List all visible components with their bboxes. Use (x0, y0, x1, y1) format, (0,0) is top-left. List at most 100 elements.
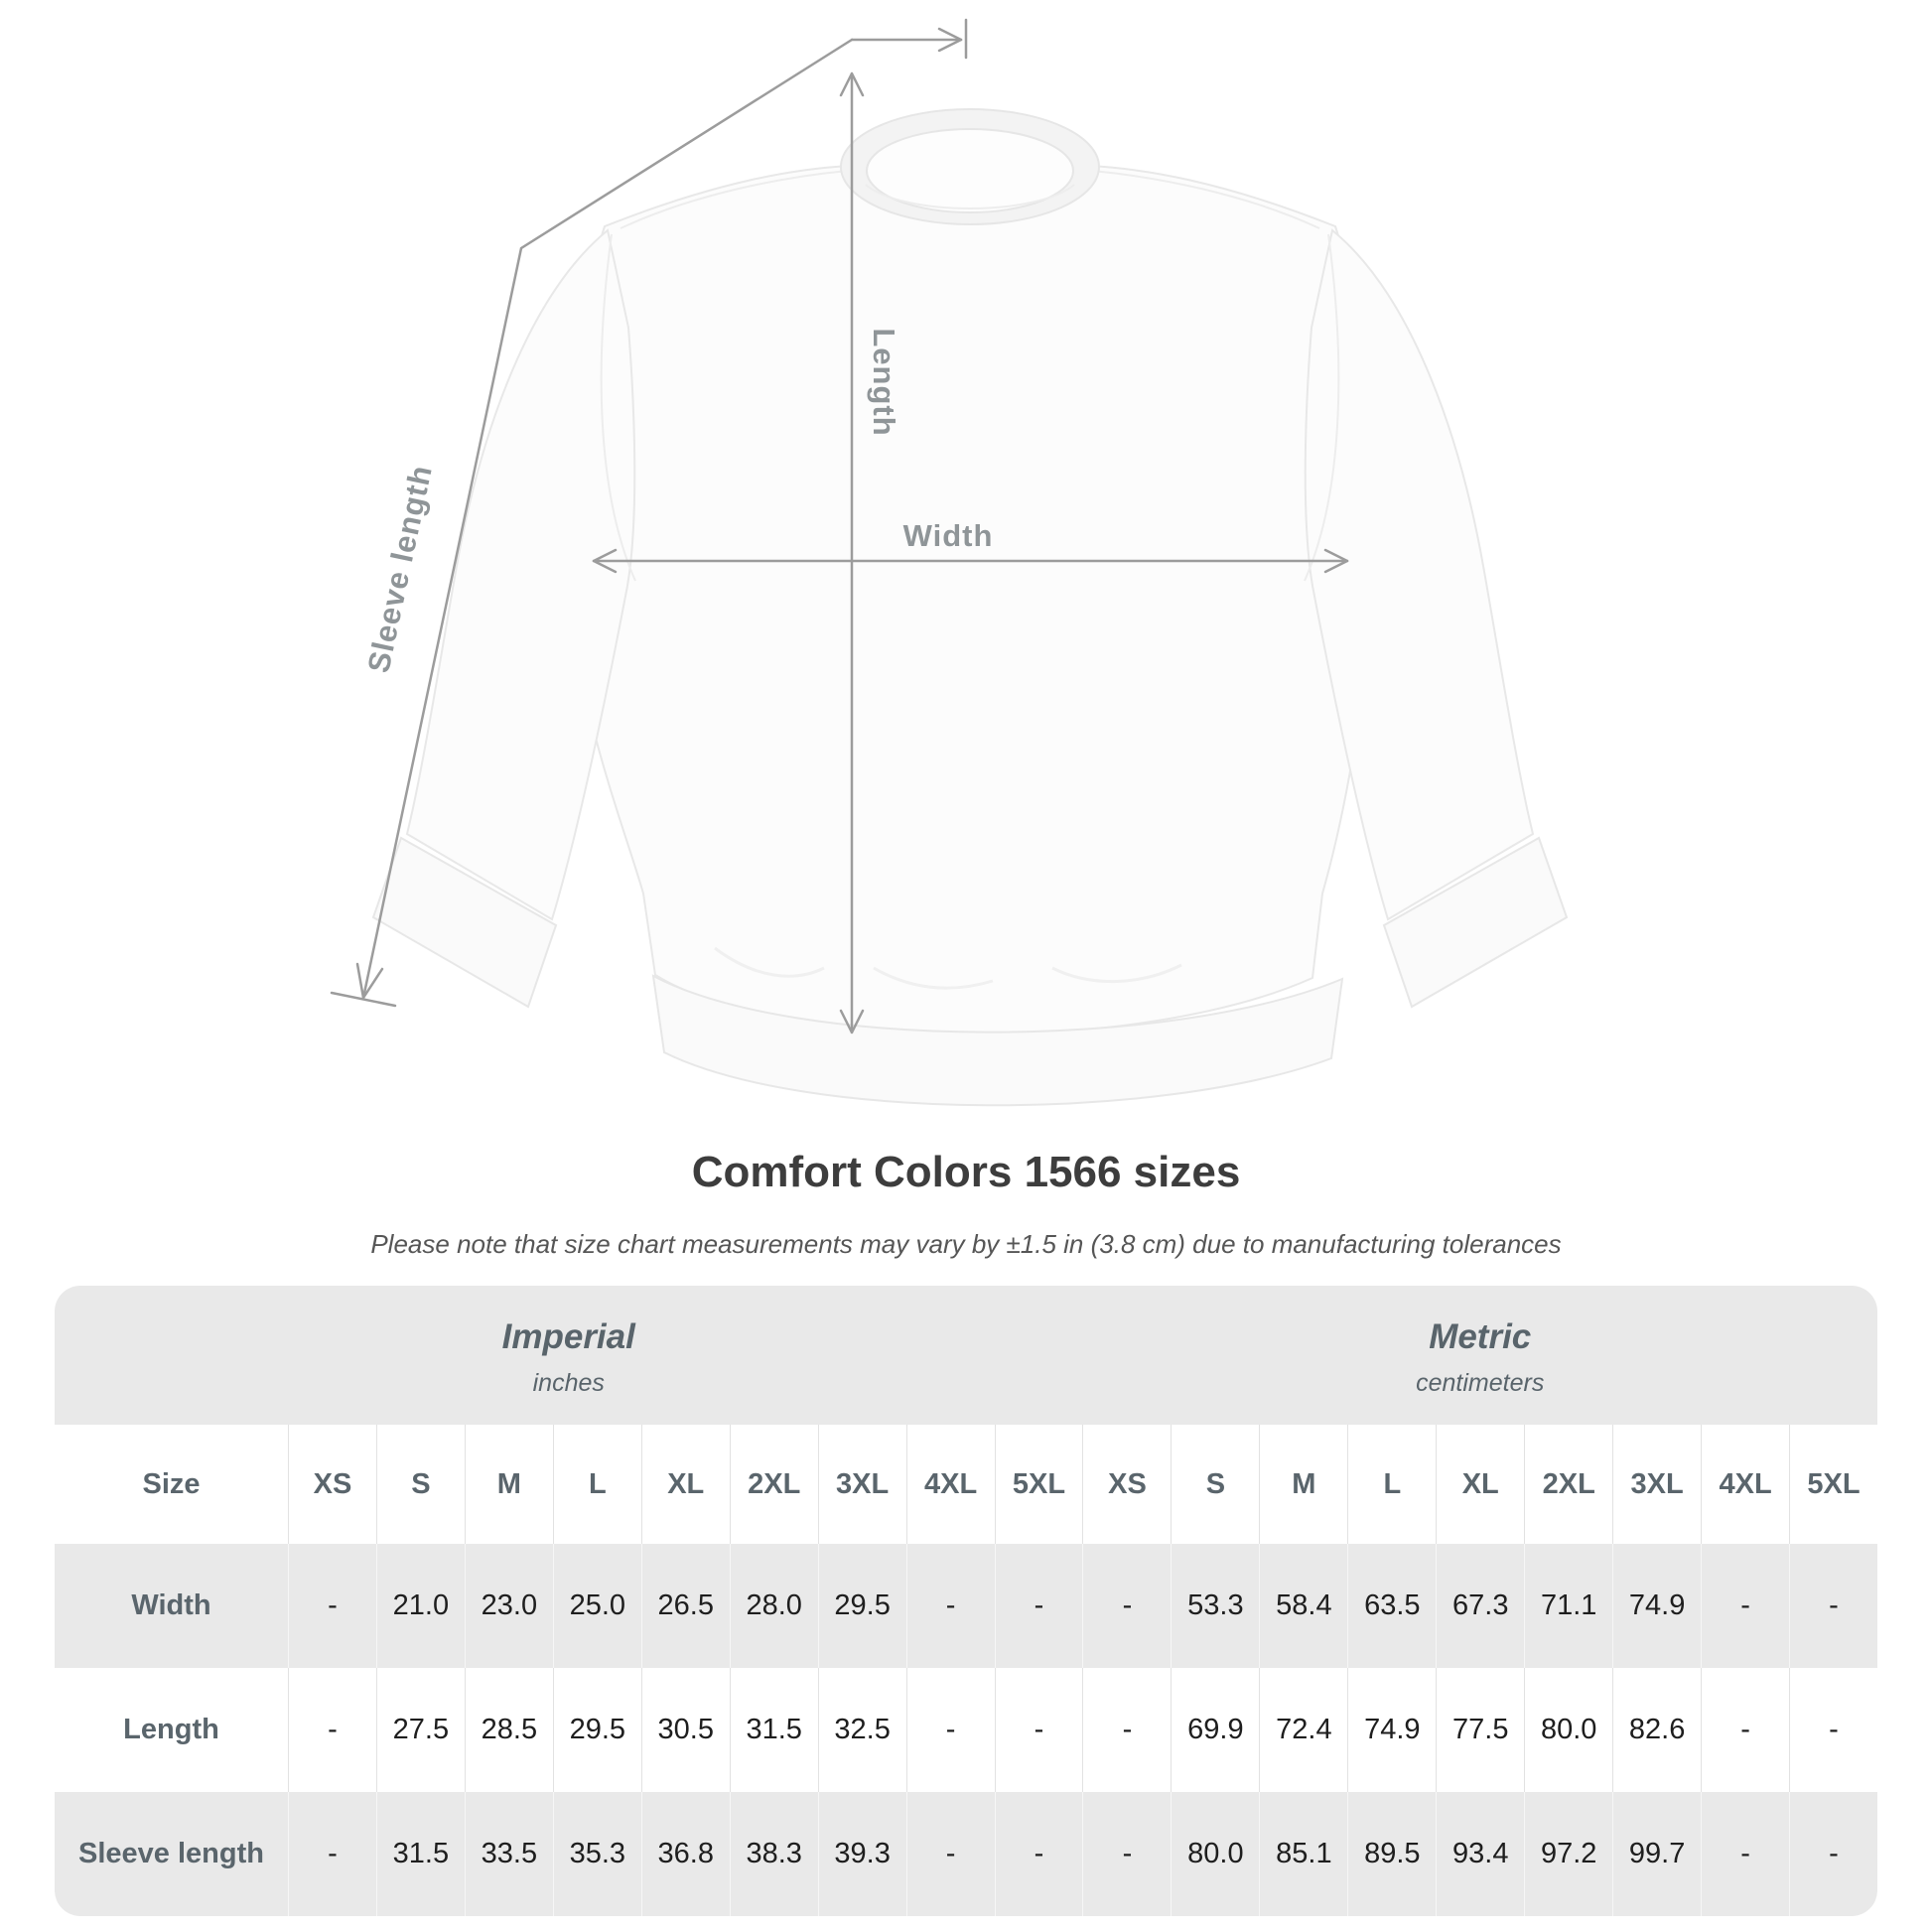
imperial-unit: inches (532, 1368, 605, 1397)
value-cell: - (994, 1792, 1083, 1916)
size-col-metric-s: S (1171, 1425, 1259, 1544)
length-arrow (839, 71, 865, 1035)
size-col-metric-4xl: 4XL (1701, 1425, 1789, 1544)
size-col-imperial-xs: XS (288, 1425, 376, 1544)
value-cell: - (288, 1668, 376, 1792)
sweatshirt-svg: Length Width Sleeve length (330, 18, 1569, 1107)
metric-header: Metric centimeters (1083, 1286, 1877, 1425)
value-cell: 71.1 (1524, 1544, 1612, 1668)
value-cell: 63.5 (1347, 1544, 1436, 1668)
value-cell: - (1789, 1792, 1877, 1916)
sleeve-length-label: Sleeve length (360, 462, 438, 675)
value-cell: 69.9 (1171, 1668, 1259, 1792)
value-cell: 21.0 (375, 1544, 465, 1668)
value-cell: 32.5 (817, 1668, 906, 1792)
size-col-metric-5xl: 5XL (1789, 1425, 1877, 1544)
value-cell: 23.0 (464, 1544, 553, 1668)
size-chart-table: Imperial inches Metric centimeters Size X… (55, 1286, 1877, 1916)
page-title: Comfort Colors 1566 sizes (691, 1148, 1241, 1196)
size-col-metric-2xl: 2XL (1524, 1425, 1612, 1544)
value-cell: 29.5 (552, 1668, 641, 1792)
sweatshirt-image (371, 108, 1569, 1107)
value-cell: - (1701, 1668, 1789, 1792)
value-cell: 33.5 (464, 1792, 553, 1916)
value-cell: 31.5 (729, 1668, 818, 1792)
value-cell: 89.5 (1347, 1792, 1436, 1916)
size-header-row: Size XS S M L XL 2XL 3XL 4XL 5XL XS S M L XL 2XL 3XL 4XL 5… (55, 1425, 1877, 1544)
value-cell: 53.3 (1171, 1544, 1259, 1668)
value-cell: - (1082, 1792, 1171, 1916)
sleeve-length-line (330, 38, 854, 1008)
value-cell: - (1701, 1544, 1789, 1668)
row-label: Width (131, 1589, 211, 1621)
value-cell: 31.5 (375, 1792, 465, 1916)
value-cell: 38.3 (729, 1792, 818, 1916)
value-cell: - (905, 1544, 995, 1668)
value-cell: - (288, 1544, 376, 1668)
value-cell: 26.5 (640, 1544, 730, 1668)
value-cell: - (288, 1792, 376, 1916)
size-col-imperial-4xl: 4XL (905, 1425, 995, 1544)
row-label: Length (123, 1714, 219, 1745)
value-cell: 30.5 (640, 1668, 730, 1792)
value-cell: 93.4 (1436, 1792, 1524, 1916)
value-cell: - (994, 1544, 1083, 1668)
value-cell: 36.8 (640, 1792, 730, 1916)
width-label: Width (903, 518, 994, 553)
size-col-imperial-m: M (464, 1425, 553, 1544)
value-cell: 85.1 (1259, 1792, 1347, 1916)
value-cell: 77.5 (1436, 1668, 1524, 1792)
size-col-metric-3xl: 3XL (1612, 1425, 1701, 1544)
metric-title: Metric (1429, 1316, 1532, 1356)
table-row-sleeve-length: Sleeve length -31.5 33.5 35.3 36.8 38.3 39.3- -… (55, 1792, 1877, 1916)
metric-unit: centimeters (1416, 1368, 1545, 1397)
size-col-metric-xs: XS (1082, 1425, 1171, 1544)
value-cell: - (1082, 1668, 1171, 1792)
value-cell: 74.9 (1612, 1544, 1701, 1668)
table-row-width: Width -21.0 23.0 25.0 26.5 28.0 29.5- - -53.3 58.… (55, 1544, 1877, 1668)
value-cell: 82.6 (1612, 1668, 1701, 1792)
value-cell: - (1082, 1544, 1171, 1668)
top-offset-arrow (850, 18, 968, 60)
value-cell: 29.5 (817, 1544, 906, 1668)
size-col-imperial-l: L (552, 1425, 641, 1544)
value-cell: 39.3 (817, 1792, 906, 1916)
length-label: Length (867, 328, 901, 436)
value-cell: 35.3 (552, 1792, 641, 1916)
size-col-imperial-3xl: 3XL (817, 1425, 906, 1544)
value-cell: - (994, 1668, 1083, 1792)
size-col-metric-m: M (1259, 1425, 1347, 1544)
imperial-header: Imperial inches (55, 1286, 1083, 1425)
value-cell: - (905, 1668, 995, 1792)
value-cell: 67.3 (1436, 1544, 1524, 1668)
value-cell: - (1789, 1544, 1877, 1668)
value-cell: 99.7 (1612, 1792, 1701, 1916)
size-col-imperial-5xl: 5XL (994, 1425, 1083, 1544)
value-cell: 27.5 (375, 1668, 465, 1792)
size-col-imperial-s: S (375, 1425, 465, 1544)
width-arrow (592, 548, 1349, 574)
value-cell: 97.2 (1524, 1792, 1612, 1916)
value-cell: 80.0 (1171, 1792, 1259, 1916)
sweatshirt-figure: Length Width Sleeve length (330, 18, 1569, 1107)
value-cell: - (1701, 1792, 1789, 1916)
value-cell: 58.4 (1259, 1544, 1347, 1668)
value-cell: 72.4 (1259, 1668, 1347, 1792)
value-cell: 74.9 (1347, 1668, 1436, 1792)
value-cell: - (1789, 1668, 1877, 1792)
value-cell: 25.0 (552, 1544, 641, 1668)
value-cell: - (905, 1792, 995, 1916)
value-cell: 28.5 (464, 1668, 553, 1792)
size-note: Please note that size chart measurements… (370, 1229, 1562, 1259)
size-col-imperial-xl: XL (640, 1425, 730, 1544)
value-cell: 80.0 (1524, 1668, 1612, 1792)
unit-header: Imperial inches Metric centimeters (55, 1286, 1877, 1425)
table-rows: Width -21.0 23.0 25.0 26.5 28.0 29.5- - -53.3 58.… (55, 1544, 1877, 1916)
size-col-imperial-2xl: 2XL (729, 1425, 818, 1544)
row-label: Sleeve length (78, 1838, 264, 1869)
value-cell: 28.0 (729, 1544, 818, 1668)
size-col-metric-xl: XL (1436, 1425, 1524, 1544)
imperial-title: Imperial (501, 1316, 635, 1356)
size-header-label: Size (142, 1467, 201, 1500)
